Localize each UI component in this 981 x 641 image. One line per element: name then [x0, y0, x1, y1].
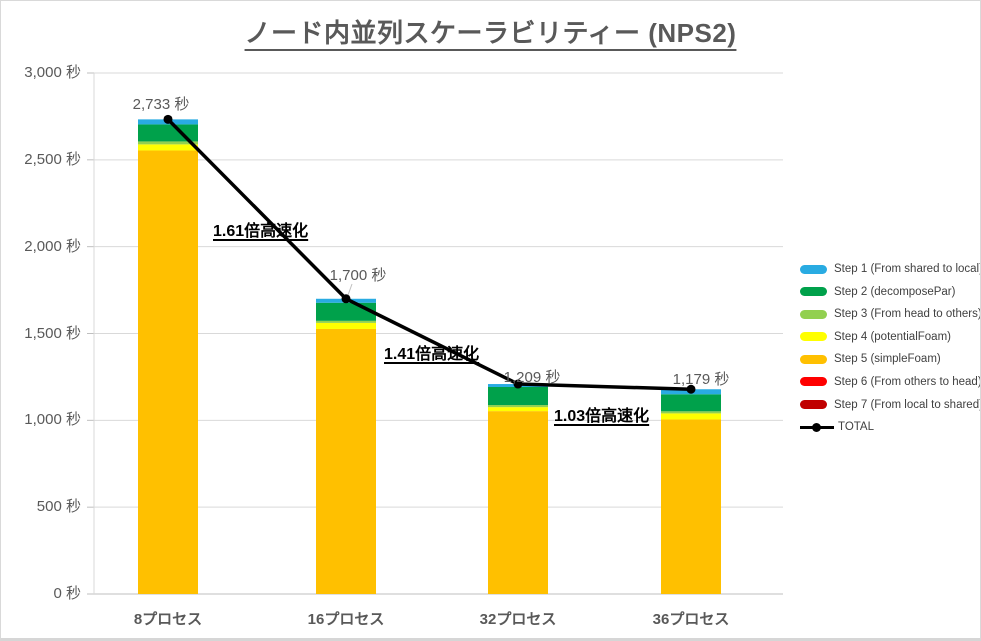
- bar-segment-32プロセス-3[interactable]: [488, 405, 548, 408]
- bar-segment-32プロセス-4[interactable]: [488, 407, 548, 412]
- chart-title-text: ノード内並列スケーラビリティー (NPS2): [244, 18, 737, 48]
- data-label-total-3: 1,179 秒: [672, 371, 730, 388]
- total-marker[interactable]: [163, 114, 173, 124]
- legend-swatch-total-line: [800, 422, 834, 432]
- total-marker-glyph: [812, 422, 821, 432]
- legend-item-step5[interactable]: Step 5 (simpleFoam): [800, 352, 980, 366]
- bar-segment-16プロセス-5[interactable]: [316, 328, 376, 594]
- legend-item-step4[interactable]: Step 4 (potentialFoam): [800, 330, 980, 344]
- legend-swatch-step6: [800, 377, 827, 387]
- bar-segment-36プロセス-2[interactable]: [661, 394, 721, 412]
- x-axis-label-16proc: 16プロセス: [307, 611, 385, 628]
- y-axis-label-500: 500 秒: [36, 498, 81, 515]
- bar-segment-32プロセス-2[interactable]: [488, 386, 548, 406]
- bar-segment-36プロセス-5[interactable]: [661, 419, 721, 594]
- annotation-speedup-3: 1.03倍高速化: [554, 408, 650, 425]
- bar-segment-16プロセス-2[interactable]: [316, 302, 376, 321]
- legend-swatch-step7: [800, 400, 827, 410]
- total-marker[interactable]: [513, 379, 523, 389]
- legend-label-step5: Step 5 (simpleFoam): [834, 353, 941, 366]
- x-axis-label-32proc: 32プロセス: [479, 611, 557, 628]
- legend-item-step6[interactable]: Step 6 (From others to head): [800, 375, 981, 389]
- bar-segment-16プロセス-3[interactable]: [316, 320, 376, 323]
- annotation-speedup-2: 1.41倍高速化: [384, 346, 480, 363]
- y-axis-label-1500: 1,500 秒: [24, 325, 81, 342]
- chart-title: ノード内並列スケーラビリティー (NPS2): [1, 13, 980, 50]
- legend-item-step7[interactable]: Step 7 (From local to shared): [800, 398, 981, 412]
- total-marker[interactable]: [686, 384, 696, 394]
- legend-swatch-step5: [800, 354, 827, 364]
- y-axis-label-0: 0 秒: [53, 585, 81, 602]
- bar-segment-32プロセス-5[interactable]: [488, 411, 548, 594]
- x-axis-label-36proc: 36プロセス: [652, 611, 730, 628]
- y-axis-label-1000: 1,000 秒: [24, 411, 81, 428]
- legend-swatch-step1: [800, 264, 827, 274]
- legend-label-step1: Step 1 (From shared to local): [834, 263, 981, 275]
- y-axis-label-2000: 2,000 秒: [24, 238, 81, 255]
- chart-legend: Step 1 (From shared to local) Step 2 (de…: [800, 262, 981, 443]
- legend-label-step7: Step 7 (From local to shared): [834, 398, 981, 411]
- bar-segment-8プロセス-2[interactable]: [138, 124, 198, 142]
- bar-segment-36プロセス-3[interactable]: [661, 411, 721, 414]
- legend-swatch-step2: [800, 287, 827, 297]
- legend-swatch-step3: [800, 309, 827, 319]
- legend-swatch-step4: [800, 332, 827, 342]
- data-label-total-2: 1,209 秒: [503, 369, 561, 386]
- total-marker[interactable]: [341, 294, 351, 304]
- legend-label-step2: Step 2 (decomposePar): [834, 285, 956, 298]
- y-axis-label-2500: 2,500 秒: [24, 151, 81, 168]
- bar-segment-36プロセス-4[interactable]: [661, 413, 721, 420]
- bar-segment-8プロセス-3[interactable]: [138, 141, 198, 145]
- total-line[interactable]: [166, 117, 693, 391]
- annotation-speedup-1: 1.61倍高速化: [213, 223, 309, 240]
- bar-segment-8プロセス-4[interactable]: [138, 144, 198, 151]
- data-label-total-0: 2,733 秒: [132, 96, 190, 113]
- legend-label-step3: Step 3 (From head to others): [834, 308, 981, 321]
- bar-segment-8プロセス-5[interactable]: [138, 150, 198, 595]
- data-label-total-1: 1,700 秒: [329, 267, 387, 284]
- legend-item-step2[interactable]: Step 2 (decomposePar): [800, 285, 980, 299]
- legend-label-total: TOTAL: [838, 421, 874, 434]
- y-axis-label-3000: 3,000 秒: [24, 64, 81, 81]
- legend-label-step6: Step 6 (From others to head): [834, 375, 981, 388]
- bar-segment-16プロセス-4[interactable]: [316, 322, 376, 329]
- legend-item-total[interactable]: TOTAL: [800, 420, 980, 434]
- legend-item-step3[interactable]: Step 3 (From head to others): [800, 307, 981, 321]
- legend-item-step1[interactable]: Step 1 (From shared to local): [800, 262, 981, 276]
- x-axis-label-8proc: 8プロセス: [133, 611, 203, 628]
- legend-label-step4: Step 4 (potentialFoam): [834, 330, 951, 343]
